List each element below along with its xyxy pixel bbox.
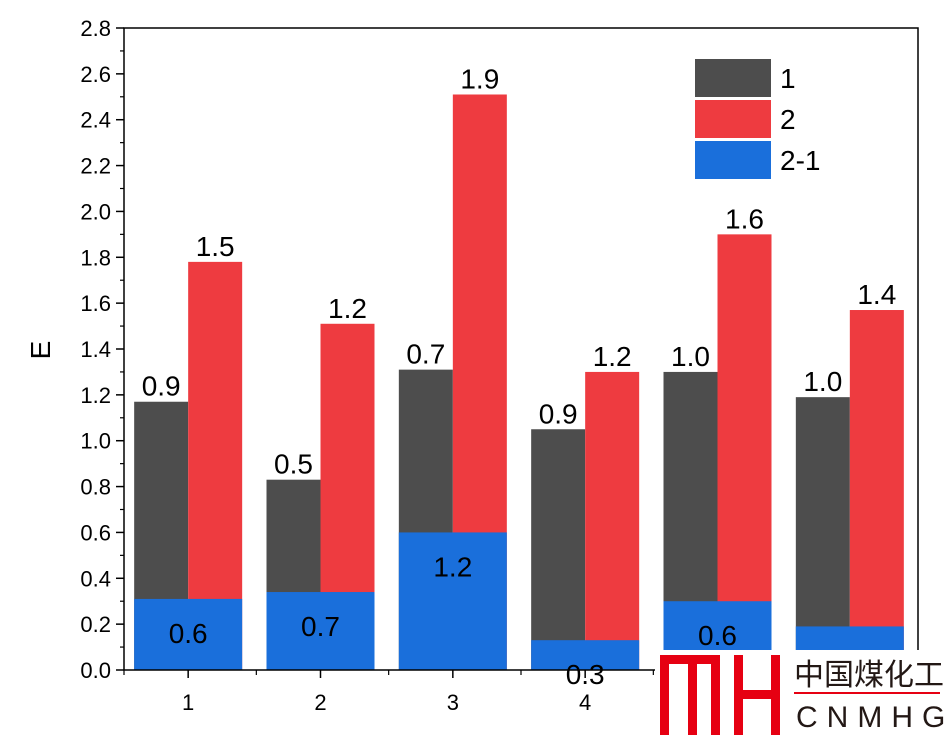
bar-label-series-1: 0.9 xyxy=(539,398,578,429)
y-tick-label: 0.4 xyxy=(80,566,111,591)
bar-label-series-2-1: 0.7 xyxy=(301,611,340,642)
bar-series-2 xyxy=(849,310,904,670)
bar-label-series-1: 0.7 xyxy=(406,339,445,370)
y-axis-title: E xyxy=(25,341,56,360)
legend-label: 2-1 xyxy=(780,145,820,176)
legend-swatch xyxy=(695,141,771,179)
bar-label-series-2: 1.6 xyxy=(725,203,764,234)
bar-series-2-1 xyxy=(266,592,375,670)
bar-label-series-2: 1.5 xyxy=(196,231,235,262)
bar-label-series-2-1: 0.6 xyxy=(698,620,737,651)
y-tick-label: 1.0 xyxy=(80,429,111,454)
legend-swatch xyxy=(695,59,771,97)
y-tick-label: 1.6 xyxy=(80,291,111,316)
x-tick-label: 1 xyxy=(182,690,194,715)
bar-series-1 xyxy=(531,429,586,670)
y-tick-label: 0.2 xyxy=(80,612,111,637)
bar-label-series-1: 0.5 xyxy=(274,449,313,480)
y-tick-label: 2.0 xyxy=(80,199,111,224)
legend-label: 1 xyxy=(780,63,796,94)
bars-layer xyxy=(134,94,904,670)
y-tick-label: 1.8 xyxy=(80,245,111,270)
mh-logo-icon xyxy=(660,655,780,735)
bar-label-series-1: 1.0 xyxy=(803,366,842,397)
watermark-background xyxy=(655,650,948,741)
legend: 1 2 2-1 xyxy=(695,59,820,179)
bar-series-2-1 xyxy=(134,598,243,670)
x-tick-label: 2 xyxy=(314,690,326,715)
y-tick-label: 2.8 xyxy=(80,16,111,41)
bar-series-2 xyxy=(585,371,640,670)
bar-label-series-2-1: 0.6 xyxy=(169,618,208,649)
watermark: 中国煤化工 CNMHG xyxy=(655,650,948,741)
bar-label-series-2: 1.2 xyxy=(593,341,632,372)
bar-label-series-2: 1.9 xyxy=(460,63,499,94)
y-tick-label: 0.6 xyxy=(80,520,111,545)
x-tick-label: 3 xyxy=(447,690,459,715)
y-tick-label: 0.0 xyxy=(80,658,111,683)
watermark-english-text: CNMHG xyxy=(796,701,948,734)
bar-label-series-2: 1.4 xyxy=(857,279,896,310)
x-tick-label: 4 xyxy=(579,690,591,715)
bar-label-series-2-1: 1.2 xyxy=(433,551,472,582)
legend-label: 2 xyxy=(780,104,796,135)
bar-label-series-2: 1.2 xyxy=(328,293,367,324)
bar-series-1 xyxy=(795,397,850,670)
bar-label-series-1: 1.0 xyxy=(671,341,710,372)
watermark-divider xyxy=(794,692,940,694)
bar-label-series-1: 0.9 xyxy=(142,371,181,402)
bar-series-2 xyxy=(717,234,772,670)
legend-swatch xyxy=(695,100,771,138)
watermark-chinese-text: 中国煤化工 xyxy=(794,658,944,693)
y-tick-label: 2.2 xyxy=(80,154,111,179)
y-tick-label: 2.6 xyxy=(80,62,111,87)
bar-series-2-1 xyxy=(531,640,640,670)
y-tick-label: 1.4 xyxy=(80,337,111,362)
y-axis: 0.0 0.2 0.4 0.6 0.8 1.0 1.2 1.4 1.6 1.8 2.0 2.2 2.4 2… xyxy=(80,16,124,683)
y-tick-label: 2.4 xyxy=(80,108,111,133)
bar-labels-layer: 0.91.50.60.51.20.70.71.91.20.91.20.31.01… xyxy=(142,63,897,690)
bar-series-2-1 xyxy=(398,532,507,670)
y-tick-label: 1.2 xyxy=(80,383,111,408)
y-tick-label: 0.8 xyxy=(80,475,111,500)
